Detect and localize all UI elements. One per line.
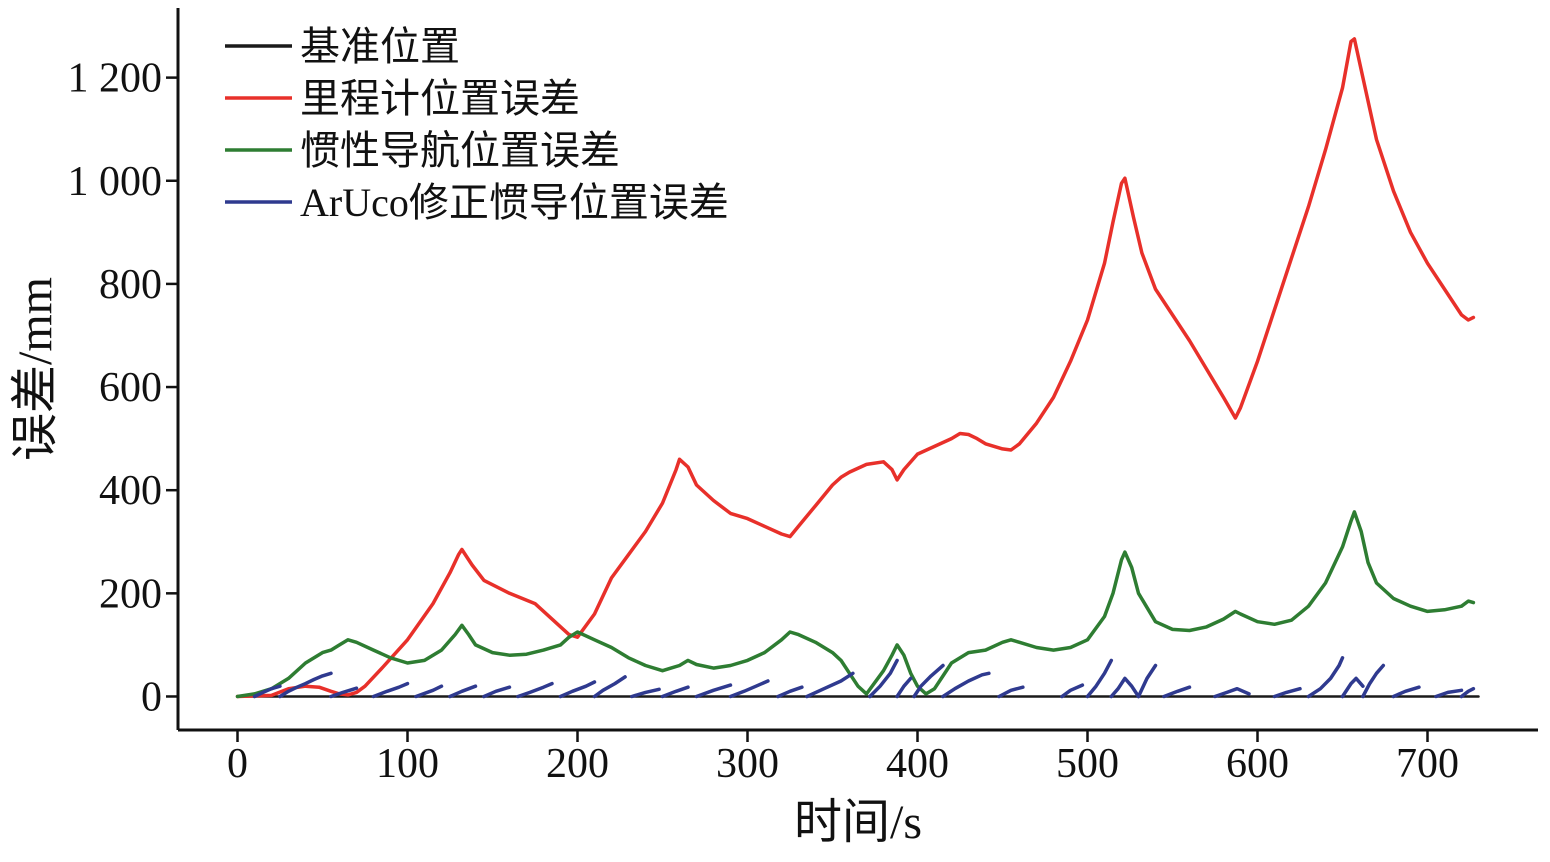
y-tick-label: 800 — [99, 262, 162, 308]
series-line — [252, 656, 1476, 699]
series-segment — [1272, 686, 1302, 699]
x-tick-label: 100 — [376, 741, 439, 787]
series-segment — [1391, 685, 1421, 699]
series-segment — [1109, 676, 1141, 699]
x-tick-label: 200 — [546, 741, 609, 787]
series-segment — [448, 684, 478, 699]
series-segment — [630, 687, 661, 699]
series-segment — [694, 683, 733, 699]
series-segment — [868, 658, 899, 699]
series-segment — [278, 671, 333, 699]
series-segment — [1085, 658, 1114, 699]
series-segment — [1459, 686, 1476, 699]
series-segment — [660, 685, 690, 699]
x-tick-label: 600 — [1226, 741, 1289, 787]
series-segment — [895, 676, 913, 699]
series-segment — [1306, 656, 1345, 699]
x-tick-label: 300 — [716, 741, 779, 787]
series-segment — [592, 675, 627, 699]
series-segment — [414, 684, 444, 699]
y-tick-label: 0 — [141, 674, 162, 720]
series-segment — [482, 685, 512, 699]
series-segment — [805, 671, 855, 699]
series-segment — [941, 671, 991, 699]
legend-label: 惯性导航位置误差 — [300, 128, 620, 173]
series-line — [235, 37, 1476, 699]
series-segment — [1434, 688, 1464, 699]
series-segment — [776, 685, 804, 699]
series-segment — [1136, 663, 1158, 699]
x-ticks: 0 100 200 300 400 500 600 700 — [227, 730, 1459, 787]
y-tick-label: 400 — [99, 468, 162, 514]
series-segment — [912, 663, 945, 699]
legend-label: 里程计位置误差 — [300, 76, 580, 121]
series-segment — [235, 510, 1476, 699]
x-tick-label: 400 — [886, 741, 949, 787]
series-segment — [516, 681, 554, 699]
series-segment — [1361, 663, 1386, 699]
y-axis-title: 误差/mm — [9, 277, 62, 461]
series-segment — [1060, 683, 1085, 699]
series-segment — [558, 680, 597, 699]
series-segment — [1213, 686, 1251, 699]
x-tick-label: 0 — [227, 741, 248, 787]
series-segment — [1162, 685, 1192, 699]
series-segment — [371, 681, 410, 699]
legend-label: ArUco修正惯导位置误差 — [300, 180, 729, 225]
plot-area — [235, 37, 1480, 699]
y-tick-label: 1 200 — [68, 56, 163, 102]
y-ticks: 0 200 400 600 800 1 000 1 200 — [68, 56, 178, 720]
series-segment — [728, 679, 770, 699]
series-segment — [235, 37, 1476, 699]
x-tick-label: 700 — [1396, 741, 1459, 787]
y-tick-label: 1 000 — [68, 159, 163, 205]
x-tick-label: 500 — [1056, 741, 1119, 787]
series-segment — [329, 686, 359, 699]
series-segment — [252, 684, 282, 699]
y-tick-label: 600 — [99, 365, 162, 411]
x-axis-title: 时间/s — [794, 796, 922, 849]
y-tick-label: 200 — [99, 571, 162, 617]
series-segment — [997, 685, 1025, 699]
series-line — [235, 510, 1476, 699]
series-segment — [1340, 676, 1365, 699]
legend-label: 基准位置 — [300, 24, 460, 69]
